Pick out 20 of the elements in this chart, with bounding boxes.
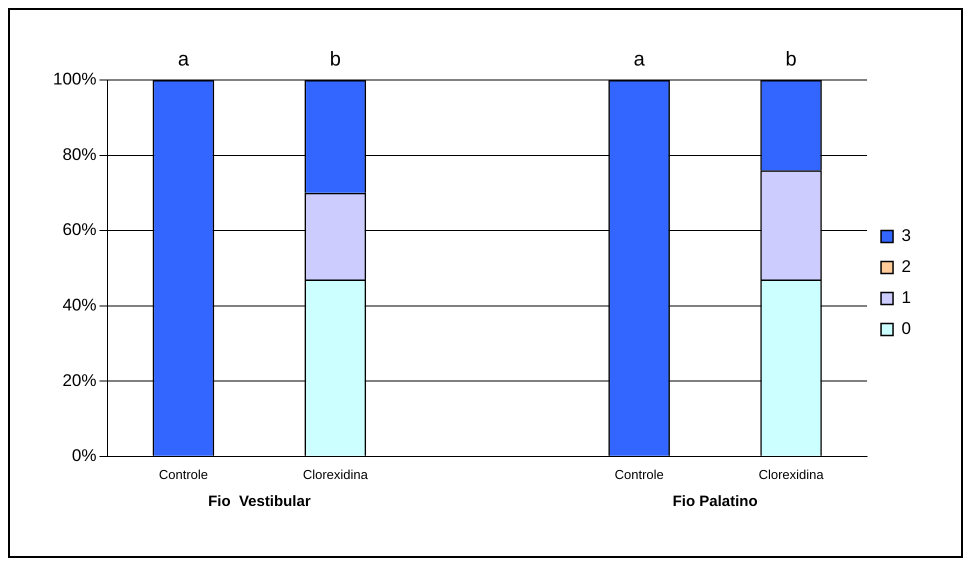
legend-label: 3 (902, 226, 912, 246)
legend-label: 1 (902, 288, 912, 308)
text: a (634, 48, 646, 71)
text: Fio Palatino (672, 493, 758, 510)
legend-label: 2 (902, 257, 912, 276)
y-tick-label: 100% (52, 70, 96, 89)
x-tick-label: Clorexidina (758, 466, 824, 482)
x-tick-label: Clorexidina (302, 466, 369, 482)
text: b (786, 48, 797, 71)
text: Fio Vestibular (208, 493, 311, 510)
y-tick-label: 60% (62, 220, 96, 240)
y-tick-label: 80% (62, 144, 96, 164)
x-tick-label: Controle (158, 466, 208, 482)
legend-label: 0 (902, 319, 912, 338)
y-tick-label: 40% (62, 296, 96, 315)
text: b (330, 48, 341, 71)
y-tick-label: 0% (72, 446, 96, 466)
y-tick-label: 20% (62, 370, 96, 390)
x-tick-label: Controle (614, 466, 664, 482)
text: a (178, 48, 190, 71)
